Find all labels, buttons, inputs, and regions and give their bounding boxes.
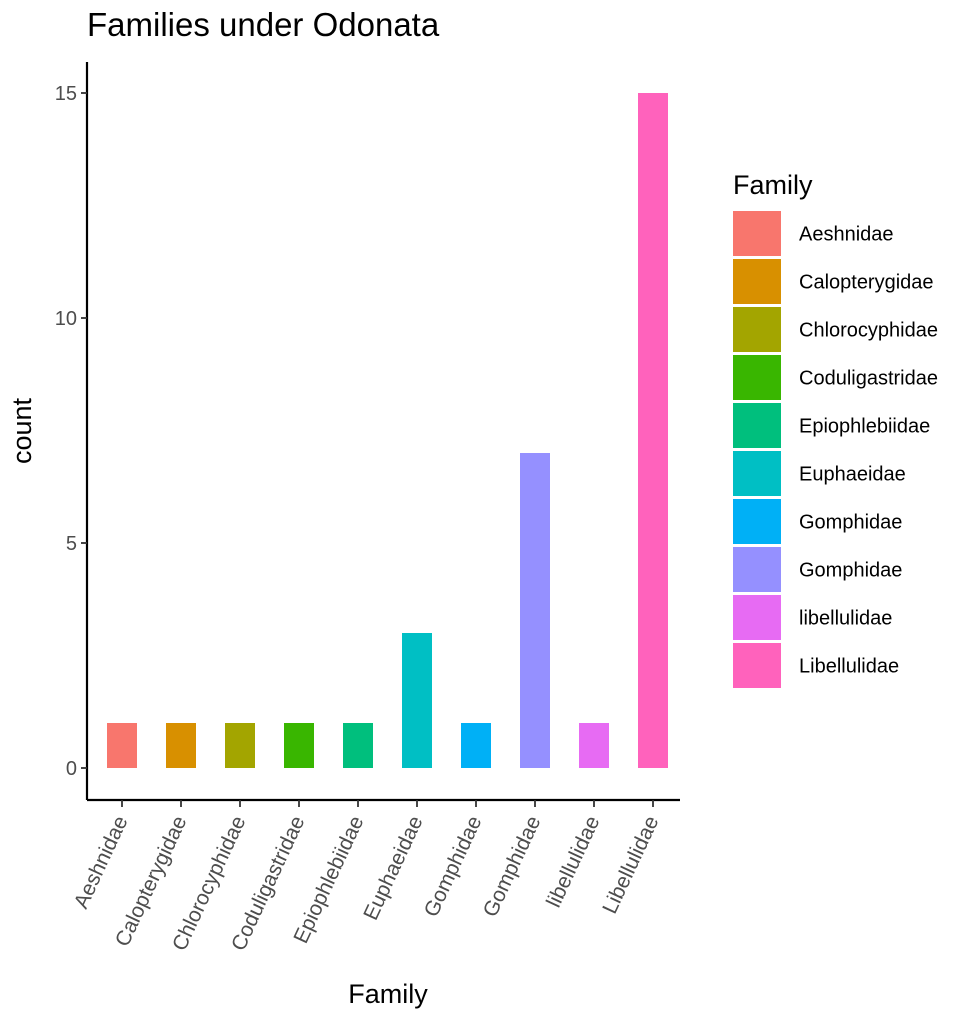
bar-8	[520, 453, 550, 768]
bar-5	[343, 723, 373, 768]
legend-key-7	[733, 499, 781, 544]
x-tick-label-9: libellulidae	[542, 812, 604, 911]
x-tick-label-1: Aeshnidae	[70, 812, 133, 912]
legend-key-5	[733, 403, 781, 448]
legend-key-6	[733, 451, 781, 496]
legend-label-5: Epiophlebiidae	[799, 416, 930, 438]
legend-key-8	[733, 547, 781, 592]
x-axis-title: Family	[348, 979, 428, 1009]
legend-key-10	[733, 643, 781, 688]
bar-9	[579, 723, 609, 768]
legend-key-1	[733, 211, 781, 256]
legend-label-10: Libellulidae	[799, 656, 899, 678]
x-tick-label-8: Gomphidae	[479, 812, 546, 920]
y-axis-title: count	[7, 397, 37, 464]
legend-label-4: Coduligastridae	[799, 368, 938, 390]
legend-key-4	[733, 355, 781, 400]
legend-title: Family	[733, 170, 813, 200]
bar-1	[107, 723, 137, 768]
legend-key-2	[733, 259, 781, 304]
bar-10	[638, 93, 668, 768]
legend-key-3	[733, 307, 781, 352]
legend-label-7: Gomphidae	[799, 512, 902, 534]
x-tick-label-6: Euphaeidae	[359, 812, 427, 923]
bar-7	[461, 723, 491, 768]
bar-4	[284, 723, 314, 768]
bar-3	[225, 723, 255, 768]
legend-label-8: Gomphidae	[799, 560, 902, 582]
legend-label-2: Calopterygidae	[799, 272, 934, 294]
y-tick-label-0: 0	[66, 758, 77, 780]
y-tick-label-15: 15	[55, 83, 77, 105]
legend-key-9	[733, 595, 781, 640]
bar-6	[402, 633, 432, 768]
plot-area: 051015AeshnidaeCalopterygidaeChlorocyphi…	[55, 62, 680, 954]
bar-2	[166, 723, 196, 768]
legend-label-9: libellulidae	[799, 608, 892, 630]
x-tick-label-10: Libellulidae	[598, 812, 663, 917]
legend-label-3: Chlorocyphidae	[799, 320, 938, 342]
legend-label-1: Aeshnidae	[799, 224, 894, 246]
y-tick-label-5: 5	[66, 533, 77, 555]
x-tick-label-7: Gomphidae	[420, 812, 487, 920]
legend-label-6: Euphaeidae	[799, 464, 906, 486]
legend: Family Aeshnidae Calopterygidae Chlorocyph…	[733, 170, 938, 688]
y-tick-label-10: 10	[55, 308, 77, 330]
chart-title: Families under Odonata	[87, 6, 440, 43]
